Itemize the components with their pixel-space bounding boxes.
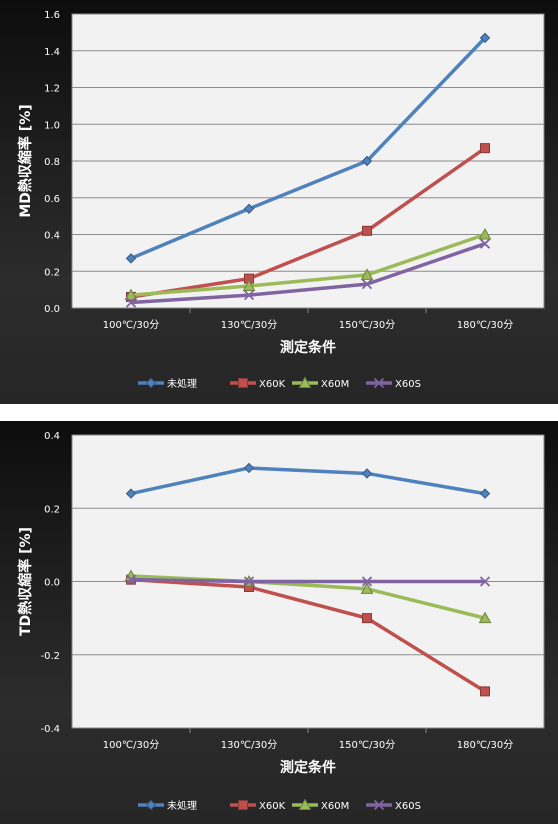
- legend-item: X60S: [366, 377, 421, 390]
- x-tick-label: 100℃/30分: [103, 739, 159, 751]
- data-point: [479, 488, 491, 499]
- data-point: [125, 297, 137, 308]
- data-point: [243, 203, 255, 214]
- series-X60M: [124, 227, 492, 301]
- data-point: [479, 238, 491, 249]
- x-tick-label: 100℃/30分: [103, 319, 159, 331]
- y-tick-label: 0.6: [44, 194, 60, 205]
- legend-label: 未処理: [167, 799, 197, 812]
- legend-item: 未処理: [138, 799, 197, 812]
- legend-item: X60K: [230, 800, 286, 812]
- y-tick-label: 1.0: [44, 120, 60, 131]
- data-point: [124, 288, 138, 301]
- data-point: [479, 32, 491, 44]
- data-point: [480, 143, 490, 154]
- data-point: [479, 576, 491, 587]
- legend-item: X60M: [292, 376, 349, 390]
- legend-label: X60K: [259, 379, 286, 390]
- y-tick-label: -0.2: [40, 651, 60, 662]
- md-shrinkage-chart: 0.0 0.2 0.4 0.6 0.8 1.0 1.2 1.4 1.6 100℃/30分 130℃/…: [17, 10, 545, 390]
- legend-label: X60S: [395, 801, 421, 812]
- series-line: [130, 574, 486, 620]
- legend-marker: [238, 800, 248, 810]
- y-tick-label: 1.2: [44, 84, 60, 95]
- series-line: [130, 36, 487, 261]
- legend-item: X60M: [292, 798, 349, 812]
- y-tick-label: 0.0: [44, 578, 60, 589]
- legend-marker: [373, 799, 385, 811]
- series-line: [130, 577, 485, 584]
- data-point: [360, 268, 374, 280]
- data-point: [362, 225, 372, 236]
- data-point: [125, 488, 137, 499]
- y-tick-label: 1.4: [44, 47, 60, 58]
- series-line: [130, 146, 487, 299]
- data-point: [360, 582, 374, 594]
- data-point: [361, 576, 373, 587]
- y-tick-label: 0.4: [44, 231, 60, 242]
- legend-item: X60S: [366, 799, 421, 812]
- legend-label: 未処理: [167, 377, 197, 390]
- data-point: [243, 576, 255, 587]
- series-未処理: [125, 462, 491, 499]
- x-tick-label: 130℃/30分: [221, 739, 277, 751]
- td-shrinkage-chart-panel: -0.4 -0.2 0.0 0.2 0.4 100℃/30分 130℃/30分 150℃/30…: [0, 421, 558, 824]
- legend-marker: [238, 378, 248, 388]
- legend-label: X60K: [259, 801, 286, 812]
- legend: 未処理 X60K X60M X60S: [138, 798, 421, 812]
- series-line: [130, 577, 486, 693]
- data-point: [361, 278, 373, 290]
- legend-label: X60M: [321, 801, 349, 812]
- legend-marker: [373, 377, 385, 389]
- series-line: [130, 466, 486, 496]
- x-axis-title: 測定条件: [280, 339, 336, 356]
- x-tick-label: 130℃/30分: [221, 319, 277, 331]
- x-tick-label: 150℃/30分: [339, 739, 395, 751]
- data-point: [362, 613, 372, 624]
- y-tick-label: -0.4: [40, 724, 60, 735]
- data-point: [243, 290, 255, 301]
- legend-marker: [145, 377, 157, 389]
- y-tick-label: 0.2: [44, 267, 60, 278]
- series-未処理: [125, 32, 491, 264]
- series-line: [130, 232, 486, 297]
- series-line: [130, 242, 486, 305]
- data-point: [125, 253, 137, 264]
- legend-item: X60K: [230, 378, 286, 390]
- data-point: [361, 468, 373, 479]
- td-shrinkage-chart: -0.4 -0.2 0.0 0.2 0.4 100℃/30分 130℃/30分 150℃/30…: [17, 431, 545, 812]
- x-tick-label: 180℃/30分: [457, 739, 513, 751]
- series-X60S: [125, 238, 491, 308]
- legend-marker: [145, 799, 157, 811]
- y-axis-title: TD熱収縮率 [%]: [17, 527, 34, 636]
- y-tick-label: 0.8: [44, 157, 60, 168]
- legend-marker: [298, 376, 312, 388]
- y-tick-label: 0.4: [44, 431, 60, 442]
- data-point: [125, 574, 137, 585]
- legend-marker: [298, 798, 312, 810]
- legend: 未処理 X60K X60M X60S: [138, 376, 421, 390]
- data-point: [243, 462, 255, 474]
- y-tick-label: 1.6: [44, 10, 60, 21]
- data-point: [478, 611, 492, 624]
- x-tick-label: 180℃/30分: [457, 319, 513, 331]
- md-shrinkage-chart-panel: 0.0 0.2 0.4 0.6 0.8 1.0 1.2 1.4 1.6 100℃/30分 130℃/…: [0, 0, 558, 404]
- series-X60S: [125, 574, 491, 587]
- data-point: [480, 686, 490, 697]
- legend-label: X60S: [395, 379, 421, 390]
- data-point: [242, 279, 256, 291]
- y-axis-title: MD熱収縮率 [%]: [17, 104, 34, 217]
- data-point: [478, 227, 492, 240]
- x-tick-label: 150℃/30分: [339, 319, 395, 331]
- x-axis-title: 測定条件: [280, 759, 336, 776]
- y-tick-label: 0.2: [44, 504, 60, 515]
- legend-item: 未処理: [138, 377, 197, 390]
- y-tick-label: 0.0: [44, 304, 60, 315]
- data-point: [361, 155, 373, 167]
- legend-label: X60M: [321, 379, 349, 390]
